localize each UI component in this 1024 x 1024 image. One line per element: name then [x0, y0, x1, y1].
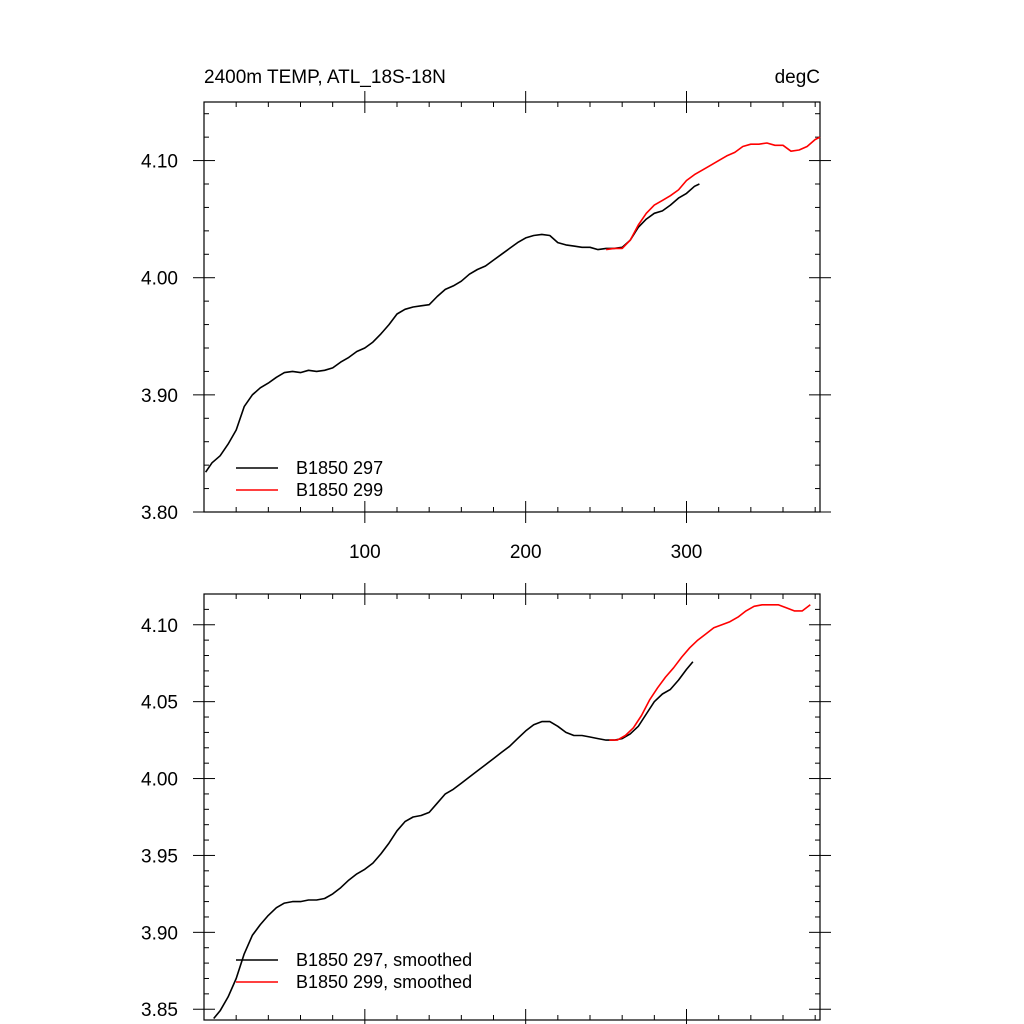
plot-frame: [203, 593, 821, 1021]
series-line-red: [609, 603, 811, 741]
legend-label: B1850 297, smoothed: [296, 950, 472, 970]
y-tick-label: 3.95: [141, 846, 178, 867]
y-tick-label: 4.00: [141, 770, 178, 791]
legend-label: B1850 297: [296, 458, 383, 478]
series-line-black: [204, 183, 700, 473]
bottom-panel: 3.85 3.90 3.95 4.00 4.05 4.10 B1850 297, smoot…: [141, 583, 831, 1024]
y-tick-label: 3.80: [141, 503, 178, 524]
series-line-red: [605, 136, 821, 251]
y-tick-label: 4.10: [141, 616, 178, 637]
top-panel: 2400m TEMP, ATL_18S-18N degC 100 200 300 3.…: [141, 67, 831, 563]
y-tick-label: 3.85: [141, 1000, 178, 1021]
y-tick-label: 3.90: [141, 923, 178, 944]
x-tick-label: 300: [671, 542, 703, 563]
plot-frame: [203, 101, 821, 513]
x-tick-label: 100: [349, 542, 381, 563]
y-tick-label: 4.10: [141, 152, 178, 173]
legend-label: B1850 299: [296, 480, 383, 500]
chart-units: degC: [775, 67, 820, 88]
y-tick-label: 4.00: [141, 269, 178, 290]
x-tick-label: 200: [510, 542, 542, 563]
chart-title: 2400m TEMP, ATL_18S-18N: [204, 67, 446, 88]
legend-label: B1850 299, smoothed: [296, 972, 472, 992]
y-tick-label: 3.90: [141, 386, 178, 407]
y-tick-label: 4.05: [141, 693, 178, 714]
